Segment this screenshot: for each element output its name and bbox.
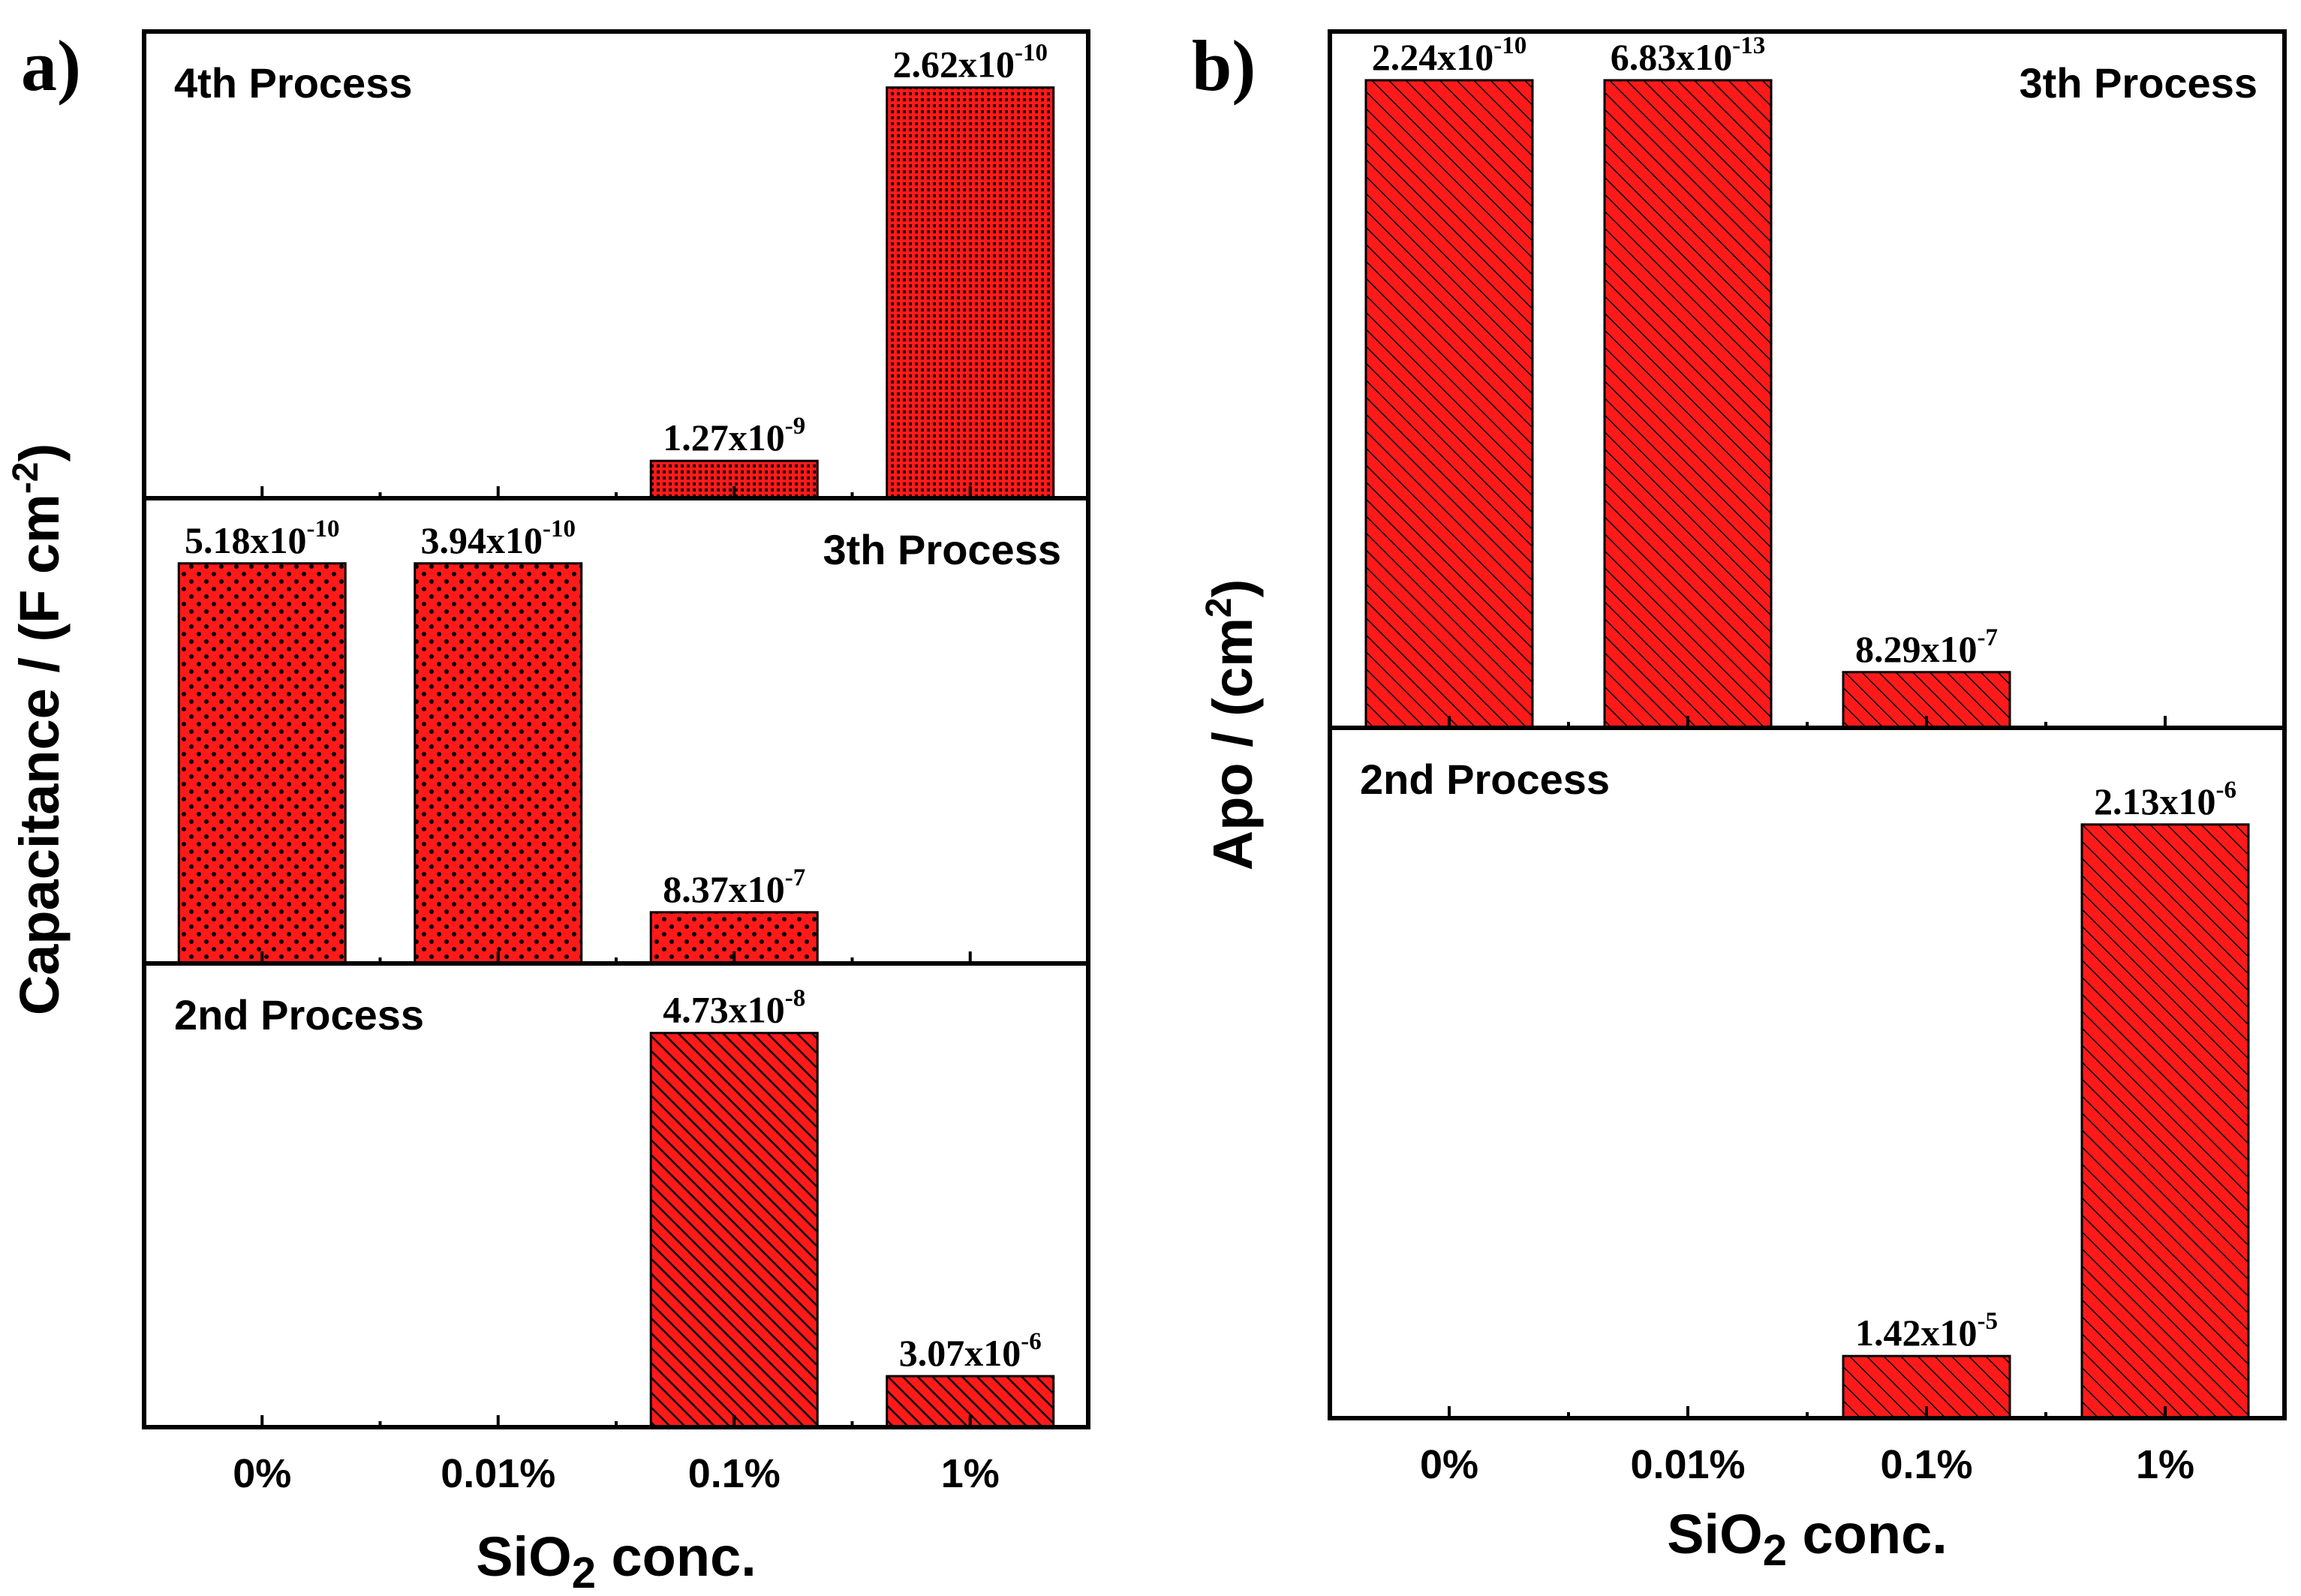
tick-label: 0.01% (1630, 1442, 1745, 1487)
bar (1364, 79, 1534, 729)
x-axis-label: SiO2 conc. (1667, 1503, 1948, 1575)
data-label: 2.62x10-10 (893, 40, 1048, 86)
subpanel-2nd-process: 1.42x10-5 2.13x10-6 2nd Process (1360, 756, 2250, 1420)
subpanel-3th-process: 5.18x10-10 3.94x10-10 8.37x10-7 3th Process (177, 515, 1062, 965)
data-label: 1.42x10-5 (1855, 1308, 1998, 1354)
bar (177, 562, 347, 965)
process-label: 3th Process (2020, 59, 2258, 107)
data-label: 8.29x10-7 (1855, 624, 1998, 670)
tick-label: 1% (2136, 1442, 2194, 1487)
tick-label: 0.1% (688, 1451, 781, 1496)
tick-label: 0% (1420, 1442, 1478, 1487)
tick-label: 0% (233, 1451, 291, 1496)
data-label: 2.24x10-10 (1372, 32, 1527, 78)
process-label: 3th Process (823, 526, 1062, 573)
data-label: 1.27x10-9 (663, 413, 805, 458)
panel-label-a: a) (21, 26, 81, 106)
tick-label: 0.01% (441, 1451, 555, 1496)
bar (2080, 823, 2250, 1420)
bar (649, 1032, 819, 1429)
plot-frame (1328, 29, 2287, 1420)
process-label: 4th Process (174, 59, 413, 107)
bar (886, 86, 1055, 500)
subpanel-4th-process: 1.27x10-9 2.62x10-10 4th Process (174, 40, 1055, 500)
data-label: 4.73x10-8 (663, 985, 805, 1031)
chart-b: 2.24x10-10 6.83x10-13 8.29x10-7 3th Process… (1199, 29, 2287, 1575)
bar (1603, 79, 1773, 729)
data-label: 2.13x10-6 (2094, 777, 2236, 822)
x-axis-label: SiO2 conc. (476, 1525, 756, 1596)
plot-frame (142, 29, 1090, 1429)
data-label: 3.94x10-10 (421, 515, 576, 561)
y-axis-label: Apo / (cm2) (1199, 579, 1264, 870)
data-label: 3.07x10-6 (899, 1328, 1042, 1374)
data-label: 5.18x10-10 (185, 515, 340, 561)
process-label: 2nd Process (1360, 756, 1610, 803)
subpanel-3th-process: 2.24x10-10 6.83x10-13 8.29x10-7 3th Process (1364, 32, 2258, 729)
tick-label: 1% (941, 1451, 1000, 1496)
panel-label-b: b) (1192, 26, 1256, 106)
tick-label: 0.1% (1880, 1442, 1972, 1487)
subpanel-2nd-process: 4.73x10-8 3.07x10-6 2nd Process (174, 985, 1055, 1429)
bar (414, 562, 583, 965)
process-label: 2nd Process (174, 991, 424, 1038)
y-axis-label: Capacitance / (F cm-2) (6, 443, 71, 1015)
data-label: 6.83x10-13 (1611, 32, 1766, 78)
data-label: 8.37x10-7 (663, 864, 805, 910)
chart-a: 1.27x10-9 2.62x10-10 4th Process 5.18x10-10… (6, 29, 1090, 1596)
